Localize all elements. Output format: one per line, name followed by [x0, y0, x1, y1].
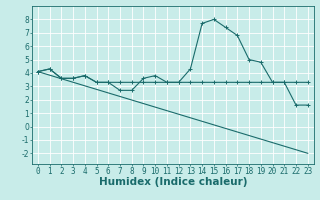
X-axis label: Humidex (Indice chaleur): Humidex (Indice chaleur) [99, 177, 247, 187]
